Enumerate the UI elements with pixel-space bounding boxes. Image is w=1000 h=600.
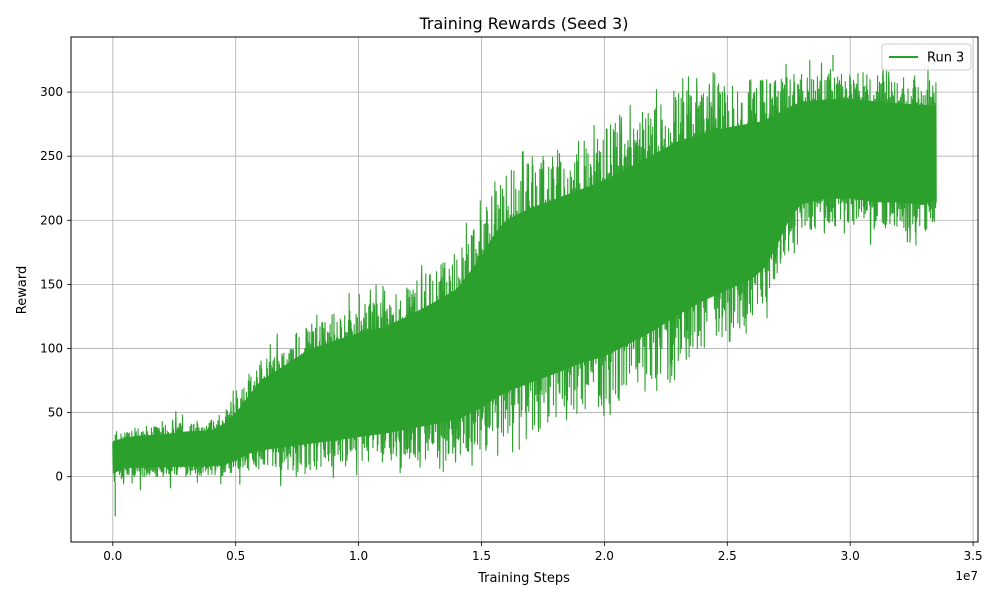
y-tick-label: 250 [40,149,63,163]
y-tick-label: 50 [48,406,63,420]
legend-box [881,43,972,71]
chart-title: Training Rewards (Seed 3) [419,14,629,33]
series-layer [112,54,937,517]
x-tick-label: 1.5 [472,549,491,563]
x-axis-offset-label: 1e7 [955,569,978,583]
x-axis-label: Training Steps [477,571,570,586]
y-axis: 0 50 100 150 200 250 300 [40,85,71,484]
legend-label-run-3: Run 3 [927,51,964,66]
y-axis-label: Reward [15,266,30,314]
legend: Run 3 [881,43,972,71]
x-tick-label: 0.5 [226,549,245,563]
y-tick-label: 100 [40,341,63,355]
plot-frame [70,36,979,543]
y-tick-label: 150 [40,277,63,291]
y-tick-label: 200 [40,213,63,227]
x-tick-label: 3.0 [841,549,860,563]
x-tick-label: 2.0 [595,549,614,563]
x-tick-label: 0.0 [103,549,122,563]
x-axis: 0.0 0.5 1.0 1.5 2.0 2.5 3.0 3.5 [103,542,983,563]
x-tick-label: 1.0 [349,549,368,563]
y-tick-label: 300 [40,85,63,99]
x-tick-label: 3.5 [964,549,983,563]
x-tick-label: 2.5 [718,549,737,563]
series-band-run-3 [112,98,937,474]
y-tick-label: 0 [55,470,63,484]
